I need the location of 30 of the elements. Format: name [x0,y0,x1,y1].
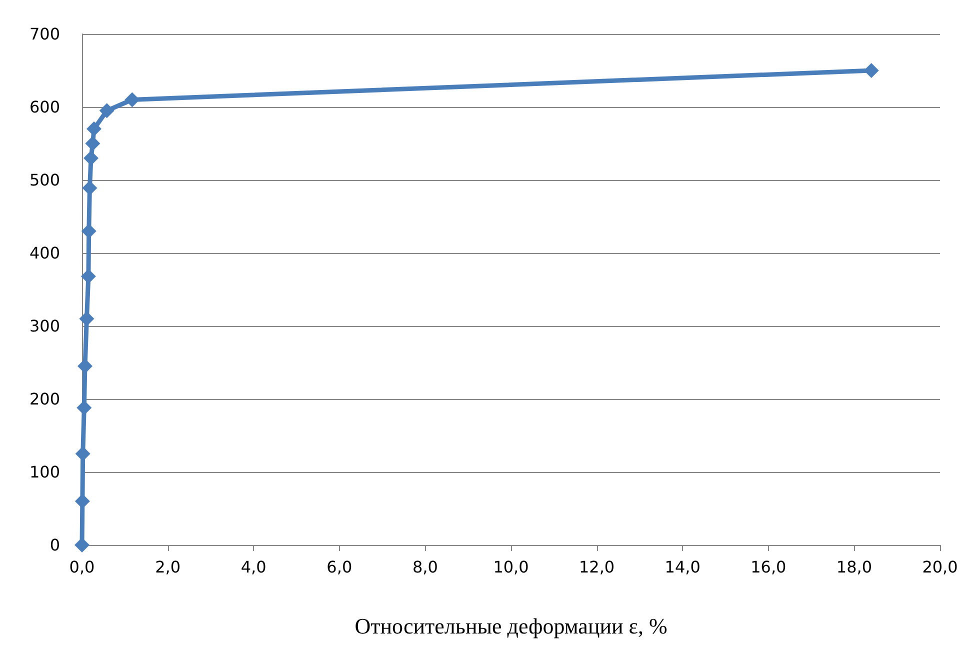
x-tick-label: 6,0 [326,558,352,576]
x-tick-label: 10,0 [493,558,529,576]
x-tick-label: 0,0 [69,558,95,576]
x-axis-title: Относительные деформации ε, % [354,614,668,638]
y-tick-label: 300 [29,316,60,336]
x-tick-label: 8,0 [412,558,438,576]
x-tick-label: 16,0 [750,558,786,576]
y-tick-label: 700 [29,24,60,44]
point [75,446,90,462]
point [86,121,102,136]
point [80,268,96,284]
x-tick-label: 20,0 [922,558,958,576]
x-tick-label: 12,0 [578,558,615,576]
point [85,136,100,151]
y-tick-label: 100 [29,462,60,482]
point [99,103,114,118]
y-tick-label: 0 [50,536,60,554]
y-tick-label: 500 [29,170,60,190]
point [74,538,90,552]
point [82,180,98,196]
x-tick-label: 14,0 [664,558,700,576]
point [124,92,140,108]
x-tick-label: 2,0 [155,558,181,576]
y-tick-label: 600 [29,98,60,116]
y-tick-label: 400 [29,244,60,262]
x-tick-label: 4,0 [240,558,266,576]
y-tick-label: 200 [29,390,60,408]
point [74,494,90,509]
point [79,311,94,326]
x-tick-label: 18,0 [836,558,872,576]
